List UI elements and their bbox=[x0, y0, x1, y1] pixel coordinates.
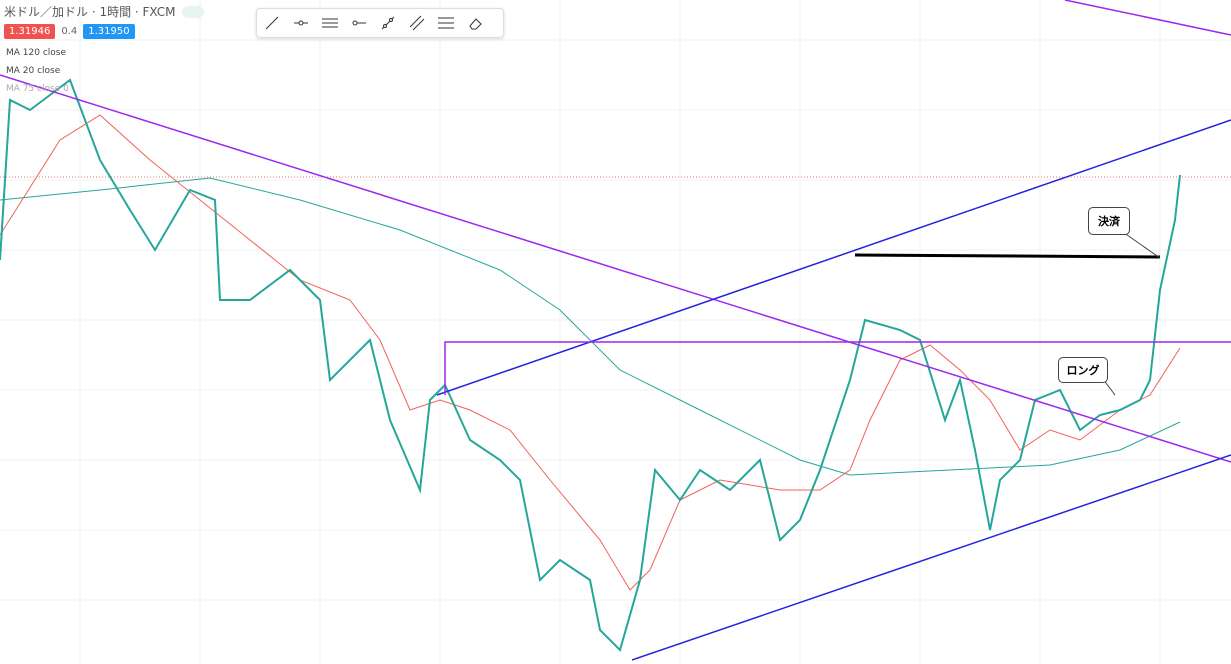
ask-price[interactable]: 1.31950 bbox=[83, 24, 135, 39]
trend-line-tool[interactable] bbox=[257, 9, 286, 37]
horizontal-ray-tool[interactable] bbox=[344, 9, 373, 37]
ray-tool[interactable] bbox=[286, 9, 315, 37]
trend-line[interactable] bbox=[0, 74, 1231, 463]
ma-20 bbox=[0, 114, 1181, 591]
channel-tool[interactable] bbox=[402, 9, 431, 37]
price-series bbox=[0, 78, 1181, 652]
fib-tool[interactable] bbox=[431, 9, 460, 37]
callout[interactable]: ロング bbox=[1058, 357, 1108, 383]
indicator-label[interactable]: MA 120 close bbox=[6, 48, 67, 58]
horizontal-line[interactable] bbox=[444, 341, 1231, 395]
drawing-toolbar bbox=[256, 8, 504, 38]
status-badge bbox=[181, 5, 204, 18]
indicator-label[interactable]: MA 75 close 0 bbox=[6, 84, 69, 94]
spread: 0.4 bbox=[61, 26, 78, 37]
header: 米ドル／加ドル · 1時間 · FXCM bbox=[4, 3, 204, 20]
eraser-tool[interactable] bbox=[460, 9, 489, 37]
trend-line[interactable] bbox=[1064, 0, 1231, 36]
symbol: 米ドル／加ドル · 1時間 · FXCM bbox=[4, 5, 176, 19]
channel-lower[interactable] bbox=[631, 454, 1231, 661]
ma-120 bbox=[0, 177, 1181, 476]
bid-price[interactable]: 1.31946 bbox=[4, 24, 56, 39]
indicator-label[interactable]: MA 20 close bbox=[6, 66, 61, 76]
callout[interactable]: 決済 bbox=[1088, 207, 1130, 235]
extended-line-tool[interactable] bbox=[373, 9, 402, 37]
channel-upper[interactable] bbox=[436, 119, 1231, 396]
horizontal-line[interactable] bbox=[854, 253, 1161, 259]
parallel-tool[interactable] bbox=[315, 9, 344, 37]
price-row: 1.31946 0.4 1.31950 bbox=[4, 24, 135, 39]
